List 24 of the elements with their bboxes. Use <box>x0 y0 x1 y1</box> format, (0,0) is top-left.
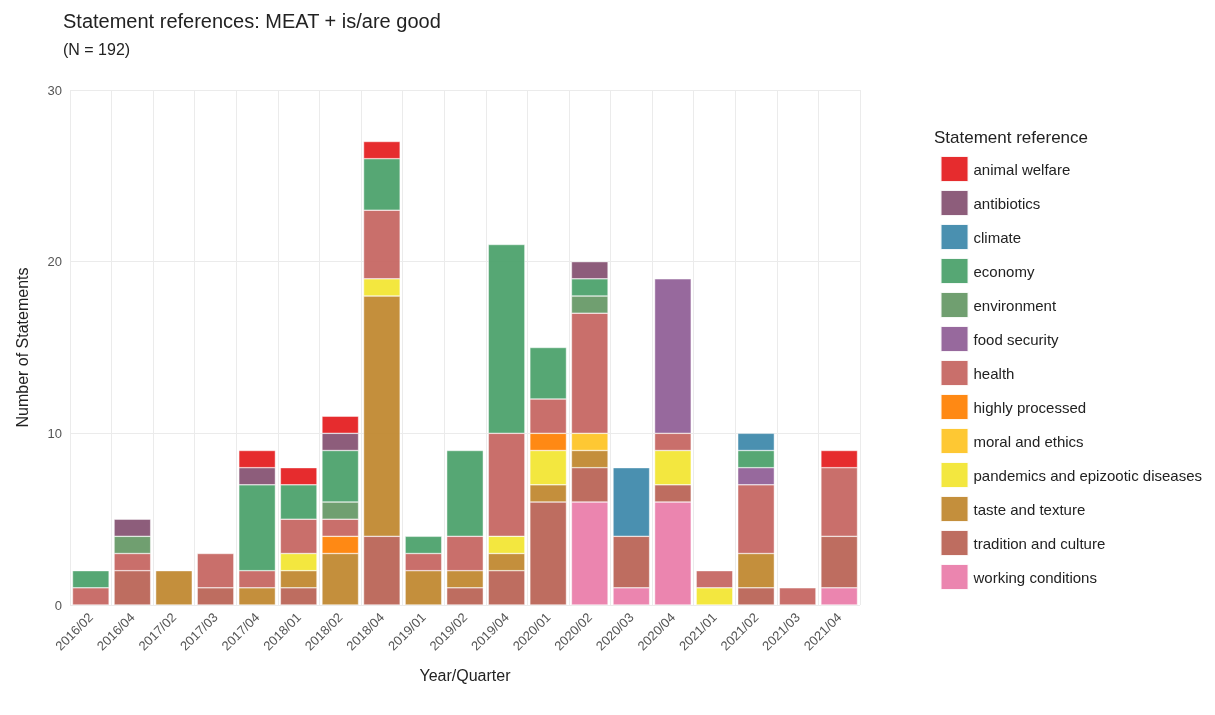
legend-label: economy <box>973 262 1035 280</box>
legend-label: animal welfare <box>973 160 1071 178</box>
chart-title: Statement references: MEAT + is/are good <box>63 10 441 32</box>
y-tick-label: 20 <box>47 254 62 270</box>
legend-label: highly processed <box>973 398 1087 416</box>
legend-label: working conditions <box>972 568 1097 586</box>
legend-label: tradition and culture <box>973 534 1106 552</box>
legend-label: environment <box>973 296 1057 314</box>
legend-label: antibiotics <box>973 194 1041 212</box>
legend-label: pandemics and epizootic diseases <box>973 466 1203 484</box>
legend-label: climate <box>973 228 1022 246</box>
legend-label: food security <box>973 330 1060 348</box>
x-axis-title: Year/Quarter <box>419 666 512 684</box>
bar <box>779 587 816 605</box>
y-tick-label: 0 <box>54 597 62 613</box>
y-tick-label: 30 <box>47 82 62 98</box>
y-tick-label: 10 <box>47 425 62 441</box>
bar <box>155 570 193 605</box>
chart-subtitle: (N = 192) <box>63 40 131 58</box>
legend-label: taste and texture <box>973 500 1086 518</box>
legend-title: Statement reference <box>933 128 1088 147</box>
legend-label: health <box>973 364 1015 382</box>
legend-label: moral and ethics <box>973 432 1084 450</box>
y-axis-title: Number of Statements <box>13 267 31 428</box>
